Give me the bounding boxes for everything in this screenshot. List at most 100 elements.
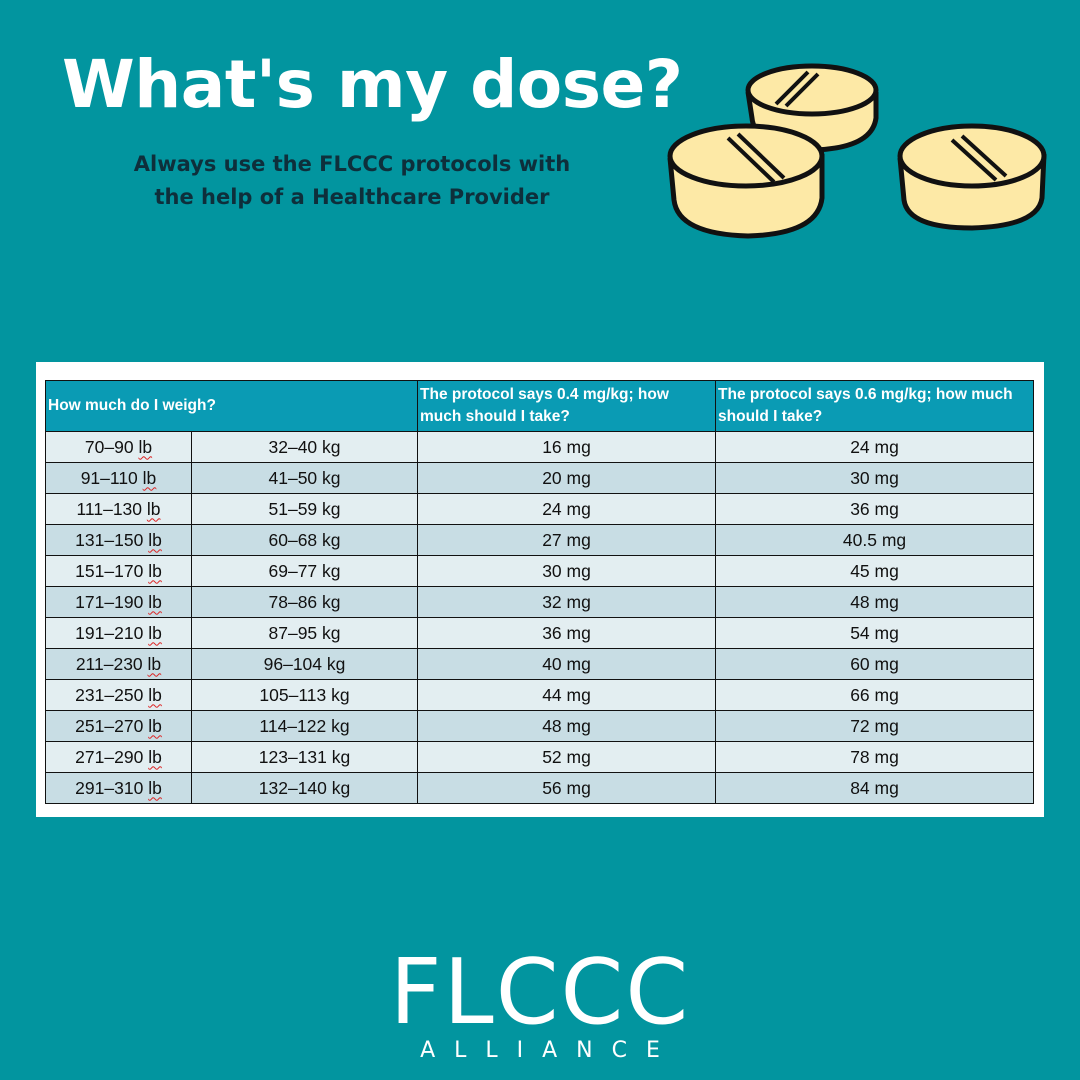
table-row: 151–170 lb 69–77 kg 30 mg 45 mg <box>45 555 1035 587</box>
cell-weight-kg: 87–95 kg <box>190 617 419 649</box>
cell-weight-lb: 70–90 lb <box>45 431 192 463</box>
cell-weight-lb: 211–230 lb <box>45 648 192 680</box>
table-body: 70–90 lb 32–40 kg 16 mg 24 mg 91–110 lb 41–50… <box>45 431 1035 804</box>
logo-wordmark: FLCCC <box>389 940 691 1045</box>
table-row: 291–310 lb 132–140 kg 56 mg 84 mg <box>45 772 1035 804</box>
lb-range: 251–270 <box>75 715 144 736</box>
lb-unit: lb <box>147 653 162 674</box>
lb-range: 91–110 <box>80 467 138 488</box>
subtitle: Always use the FLCCC protocols with the … <box>92 148 612 214</box>
cell-weight-kg: 123–131 kg <box>190 741 419 773</box>
cell-dose-06: 45 mg <box>715 555 1035 587</box>
table-row: 231–250 lb 105–113 kg 44 mg 66 mg <box>45 679 1035 711</box>
cell-dose-06: 72 mg <box>715 710 1035 742</box>
cell-dose-04: 52 mg <box>417 741 717 773</box>
cell-dose-06: 84 mg <box>715 772 1035 804</box>
cell-dose-06: 66 mg <box>715 679 1035 711</box>
cell-weight-lb: 91–110 lb <box>45 462 192 494</box>
table-row: 191–210 lb 87–95 kg 36 mg 54 mg <box>45 617 1035 649</box>
cell-weight-lb: 291–310 lb <box>45 772 192 804</box>
table-row: 211–230 lb 96–104 kg 40 mg 60 mg <box>45 648 1035 680</box>
cell-weight-lb: 251–270 lb <box>45 710 192 742</box>
cell-weight-kg: 96–104 kg <box>190 648 419 680</box>
cell-dose-06: 78 mg <box>715 741 1035 773</box>
cell-weight-kg: 41–50 kg <box>190 462 419 494</box>
cell-weight-kg: 51–59 kg <box>190 493 419 525</box>
cell-dose-06: 36 mg <box>715 493 1035 525</box>
cell-dose-06: 60 mg <box>715 648 1035 680</box>
cell-weight-kg: 32–40 kg <box>190 431 419 463</box>
lb-unit: lb <box>148 715 162 736</box>
cell-dose-06: 30 mg <box>715 462 1035 494</box>
lb-unit: lb <box>148 529 162 550</box>
cell-weight-lb: 191–210 lb <box>45 617 192 649</box>
cell-dose-04: 30 mg <box>417 555 717 587</box>
cell-dose-06: 54 mg <box>715 617 1035 649</box>
cell-dose-04: 56 mg <box>417 772 717 804</box>
lb-range: 211–230 <box>75 653 143 674</box>
cell-dose-04: 44 mg <box>417 679 717 711</box>
table-header-row: How much do I weigh? The protocol says 0… <box>44 380 1035 432</box>
dose-table-panel: How much do I weigh? The protocol says 0… <box>36 362 1044 817</box>
lb-range: 111–130 <box>76 498 143 519</box>
cell-weight-kg: 78–86 kg <box>190 586 419 618</box>
lb-unit: lb <box>148 777 162 798</box>
cell-weight-kg: 69–77 kg <box>190 555 419 587</box>
dose-table: How much do I weigh? The protocol says 0… <box>44 380 1035 804</box>
cell-weight-lb: 131–150 lb <box>45 524 192 556</box>
cell-dose-04: 20 mg <box>417 462 717 494</box>
header-dose-06: The protocol says 0.6 mg/kg; how much sh… <box>715 380 1035 432</box>
lb-unit: lb <box>146 498 161 519</box>
cell-dose-06: 40.5 mg <box>715 524 1035 556</box>
lb-range: 191–210 <box>75 622 144 643</box>
cell-weight-lb: 171–190 lb <box>45 586 192 618</box>
table-row: 171–190 lb 78–86 kg 32 mg 48 mg <box>45 586 1035 618</box>
pills-illustration <box>667 63 1047 239</box>
cell-weight-kg: 105–113 kg <box>190 679 419 711</box>
lb-unit: lb <box>148 684 162 705</box>
table-row: 131–150 lb 60–68 kg 27 mg 40.5 mg <box>45 524 1035 556</box>
lb-range: 231–250 <box>75 684 144 705</box>
lb-range: 291–310 <box>75 777 144 798</box>
lb-unit: lb <box>148 591 162 612</box>
header-weight: How much do I weigh? <box>44 380 419 432</box>
cell-weight-kg: 114–122 kg <box>190 710 419 742</box>
cell-dose-04: 40 mg <box>417 648 717 680</box>
cell-weight-lb: 231–250 lb <box>45 679 192 711</box>
lb-range: 70–90 <box>84 436 134 457</box>
subtitle-line-2: the help of a Healthcare Provider <box>154 185 550 209</box>
flccc-logo: FLCCC ALLIANCE <box>0 940 1080 1064</box>
pill-icon <box>897 123 1047 231</box>
pill-icon <box>667 123 825 239</box>
lb-unit: lb <box>142 467 157 488</box>
table-row: 111–130 lb 51–59 kg 24 mg 36 mg <box>45 493 1035 525</box>
table-row: 251–270 lb 114–122 kg 48 mg 72 mg <box>45 710 1035 742</box>
cell-dose-04: 48 mg <box>417 710 717 742</box>
cell-dose-04: 32 mg <box>417 586 717 618</box>
subtitle-line-1: Always use the FLCCC protocols with <box>133 152 571 176</box>
cell-weight-lb: 111–130 lb <box>45 493 192 525</box>
lb-unit: lb <box>148 560 162 581</box>
table-row: 271–290 lb 123–131 kg 52 mg 78 mg <box>45 741 1035 773</box>
pill-icon <box>745 63 879 153</box>
table-row: 70–90 lb 32–40 kg 16 mg 24 mg <box>45 431 1035 463</box>
cell-weight-lb: 151–170 lb <box>45 555 192 587</box>
cell-weight-kg: 60–68 kg <box>190 524 419 556</box>
cell-dose-04: 16 mg <box>417 431 717 463</box>
lb-unit: lb <box>148 622 162 643</box>
cell-weight-kg: 132–140 kg <box>190 772 419 804</box>
cell-dose-04: 24 mg <box>417 493 717 525</box>
cell-dose-06: 24 mg <box>715 431 1035 463</box>
page-title: What's my dose? <box>62 46 683 123</box>
lb-range: 151–170 <box>75 560 144 581</box>
logo-subtitle: ALLIANCE <box>420 1038 679 1063</box>
lb-range: 271–290 <box>75 746 144 767</box>
cell-dose-04: 36 mg <box>417 617 717 649</box>
lb-unit: lb <box>148 746 162 767</box>
lb-range: 171–190 <box>75 591 144 612</box>
header-dose-04: The protocol says 0.4 mg/kg; how much sh… <box>417 380 717 432</box>
cell-dose-06: 48 mg <box>715 586 1035 618</box>
lb-range: 131–150 <box>75 529 144 550</box>
cell-weight-lb: 271–290 lb <box>45 741 192 773</box>
lb-unit: lb <box>138 436 153 457</box>
